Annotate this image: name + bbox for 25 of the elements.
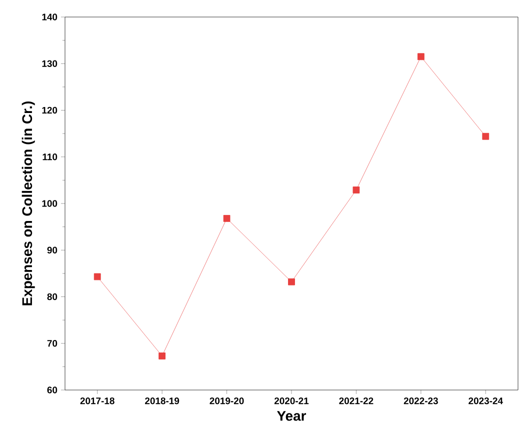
point xyxy=(352,186,360,194)
point xyxy=(417,53,424,60)
y-tick-label: 70 xyxy=(47,340,58,347)
x-tick-label: 2018-19 xyxy=(145,398,180,404)
y-tick-label: 130 xyxy=(42,60,58,67)
y-tick-label: 120 xyxy=(42,106,58,114)
x-tick-label: 2019-20 xyxy=(210,398,244,404)
x-tick-label: 2021-22 xyxy=(339,398,374,404)
y-tick-label: 110 xyxy=(42,154,58,160)
point xyxy=(158,352,166,360)
point xyxy=(94,273,101,280)
y-tick-label: 90 xyxy=(47,246,58,254)
y-tick-label: 60 xyxy=(47,386,58,394)
point xyxy=(288,278,295,286)
x-tick-label: 2020-21 xyxy=(274,398,309,404)
x-axis-title: Year xyxy=(277,411,306,421)
x-tick-label: 2023-24 xyxy=(468,398,503,404)
y-tick-label: 80 xyxy=(47,293,58,300)
y-tick-label: 140 xyxy=(42,14,58,20)
point xyxy=(223,214,230,222)
y-tick-label: 100 xyxy=(42,200,58,207)
x-tick-label: 2017-18 xyxy=(80,398,114,404)
point xyxy=(482,132,490,140)
x-tick-label: 2022-23 xyxy=(404,398,438,404)
y-axis-title: Expenses on Collection (in Cr.) xyxy=(22,101,35,306)
